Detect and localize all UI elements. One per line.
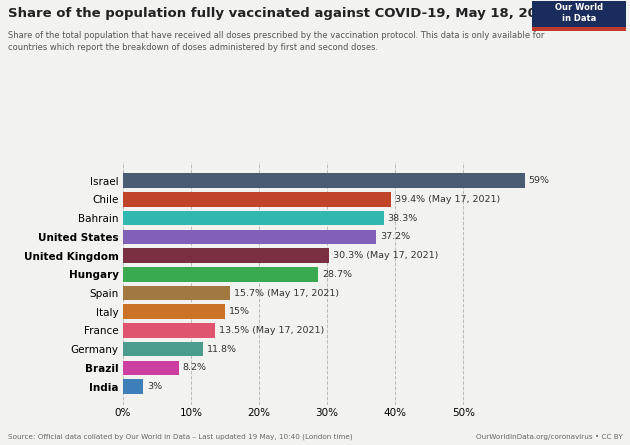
Text: 38.3%: 38.3% bbox=[387, 214, 418, 222]
Bar bbox=[123, 192, 391, 207]
Bar bbox=[123, 211, 384, 226]
Bar bbox=[123, 267, 318, 282]
Bar bbox=[123, 248, 329, 263]
Text: Share of the total population that have received all doses prescribed by the vac: Share of the total population that have … bbox=[8, 31, 544, 53]
Text: Source: Official data collated by Our World in Data – Last updated 19 May, 10:40: Source: Official data collated by Our Wo… bbox=[8, 433, 352, 440]
Text: 39.4% (May 17, 2021): 39.4% (May 17, 2021) bbox=[395, 195, 500, 204]
Text: 37.2%: 37.2% bbox=[380, 232, 410, 241]
Bar bbox=[123, 286, 230, 300]
Text: 59%: 59% bbox=[529, 176, 549, 185]
Text: Share of the population fully vaccinated against COVID-19, May 18, 2021: Share of the population fully vaccinated… bbox=[8, 7, 554, 20]
Text: 30.3% (May 17, 2021): 30.3% (May 17, 2021) bbox=[333, 251, 438, 260]
Text: Our World
in Data: Our World in Data bbox=[555, 3, 603, 23]
Bar bbox=[123, 323, 215, 338]
Text: 3%: 3% bbox=[147, 382, 163, 391]
Text: 28.7%: 28.7% bbox=[323, 270, 352, 279]
Bar bbox=[123, 379, 143, 394]
Text: OurWorldInData.org/coronavirus • CC BY: OurWorldInData.org/coronavirus • CC BY bbox=[476, 434, 622, 440]
Bar bbox=[123, 304, 225, 319]
Text: 15.7% (May 17, 2021): 15.7% (May 17, 2021) bbox=[234, 288, 339, 298]
Bar bbox=[123, 230, 376, 244]
Text: 15%: 15% bbox=[229, 307, 250, 316]
Bar bbox=[123, 174, 525, 188]
Text: 11.8%: 11.8% bbox=[207, 345, 238, 354]
Bar bbox=[123, 360, 179, 375]
Bar bbox=[123, 342, 203, 356]
Text: 13.5% (May 17, 2021): 13.5% (May 17, 2021) bbox=[219, 326, 324, 335]
Text: 8.2%: 8.2% bbox=[183, 364, 207, 372]
